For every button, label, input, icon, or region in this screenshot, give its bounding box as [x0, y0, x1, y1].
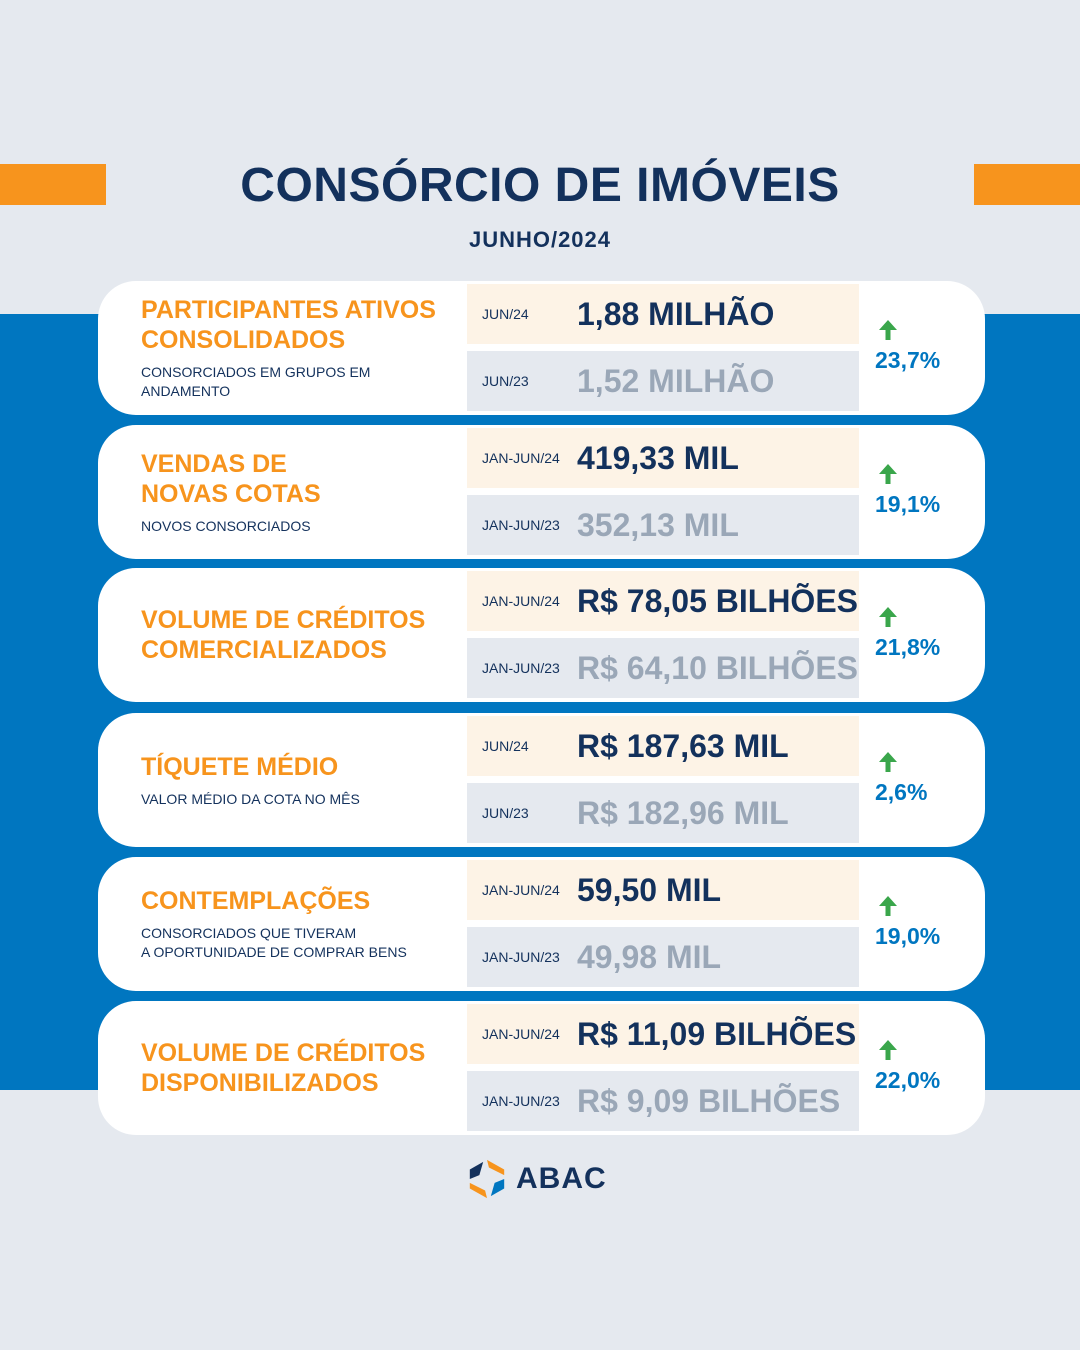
growth-percent: 22,0%	[875, 1067, 941, 1093]
arrow-up-icon	[879, 896, 897, 916]
accent-bar-right	[974, 164, 1080, 205]
previous-period-row: JAN-JUN/23 R$ 9,09 BILHÕES	[467, 1071, 859, 1131]
stat-card-participantes: PARTICIPANTES ATIVOS CONSOLIDADOS CONSOR…	[98, 281, 985, 415]
card-subtitle: NOVOS CONSORCIADOS	[141, 517, 311, 534]
period-label: JAN-JUN/24	[482, 450, 560, 466]
current-value: R$ 187,63 MIL	[577, 728, 789, 764]
previous-value: 49,98 MIL	[577, 939, 722, 975]
growth-percent: 19,0%	[875, 923, 941, 949]
previous-value: R$ 64,10 BILHÕES	[577, 650, 858, 686]
page-title: CONSÓRCIO DE IMÓVEIS	[240, 159, 840, 212]
footer-logo: ABAC	[466, 1157, 607, 1201]
logo-text: ABAC	[516, 1162, 607, 1195]
period-label: JAN-JUN/24	[482, 593, 560, 609]
previous-period-row: JAN-JUN/23 49,98 MIL	[467, 927, 859, 987]
current-period-row: JAN-JUN/24 59,50 MIL	[467, 860, 859, 920]
period-label: JUN/23	[482, 805, 529, 821]
growth-percent: 21,8%	[875, 634, 941, 660]
accent-bar-left	[0, 164, 106, 205]
card-label-block: VENDAS DE NOVAS COTAS NOVOS CONSORCIADOS	[141, 425, 461, 559]
period-label: JAN-JUN/24	[482, 1026, 560, 1042]
card-subtitle: VALOR MÉDIO DA COTA NO MÊS	[141, 790, 360, 807]
current-value: 419,33 MIL	[577, 440, 739, 476]
period-label: JUN/24	[482, 306, 529, 322]
card-label-block: PARTICIPANTES ATIVOS CONSOLIDADOS CONSOR…	[141, 281, 461, 415]
growth-indicator: 19,1%	[875, 463, 975, 518]
arrow-up-icon	[879, 320, 897, 340]
previous-value: 352,13 MIL	[577, 507, 739, 543]
stat-card-creditos-comercializados: VOLUME DE CRÉDITOS COMERCIALIZADOS JAN-J…	[98, 568, 985, 702]
current-value: R$ 78,05 BILHÕES	[577, 583, 858, 619]
period-label: JUN/23	[482, 373, 529, 389]
period-label: JAN-JUN/23	[482, 660, 560, 676]
growth-indicator: 2,6%	[875, 751, 975, 806]
arrow-up-icon	[879, 464, 897, 484]
card-title: TÍQUETE MÉDIO	[141, 752, 339, 781]
growth-percent: 19,1%	[875, 491, 941, 517]
previous-value: 1,52 MILHÃO	[577, 363, 775, 399]
card-title: PARTICIPANTES ATIVOS CONSOLIDADOS	[141, 296, 436, 354]
growth-indicator: 23,7%	[875, 319, 975, 374]
growth-indicator: 21,8%	[875, 606, 975, 661]
previous-value: R$ 9,09 BILHÕES	[577, 1083, 841, 1119]
current-period-row: JAN-JUN/24 419,33 MIL	[467, 428, 859, 488]
previous-period-row: JAN-JUN/23 R$ 64,10 BILHÕES	[467, 638, 859, 698]
page-subtitle: JUNHO/2024	[468, 227, 612, 252]
growth-indicator: 19,0%	[875, 895, 975, 950]
arrow-up-icon	[879, 752, 897, 772]
period-label: JAN-JUN/23	[482, 1093, 560, 1109]
current-period-row: JUN/24 1,88 MILHÃO	[467, 284, 859, 344]
card-title: VOLUME DE CRÉDITOS COMERCIALIZADOS	[141, 606, 426, 664]
card-label-block: VOLUME DE CRÉDITOS DISPONIBILIZADOS	[141, 1001, 461, 1135]
stat-card-creditos-disponibilizados: VOLUME DE CRÉDITOS DISPONIBILIZADOS JAN-…	[98, 1001, 985, 1135]
previous-period-row: JUN/23 R$ 182,96 MIL	[467, 783, 859, 843]
arrow-up-icon	[879, 607, 897, 627]
previous-period-row: JAN-JUN/23 352,13 MIL	[467, 495, 859, 555]
period-label: JAN-JUN/23	[482, 517, 560, 533]
current-period-row: JAN-JUN/24 R$ 11,09 BILHÕES	[467, 1004, 859, 1064]
card-title: CONTEMPLAÇÕES	[141, 887, 371, 915]
card-subtitle: CONSORCIADOS QUE TIVERAM A OPORTUNIDADE …	[141, 925, 407, 960]
card-label-block: TÍQUETE MÉDIO VALOR MÉDIO DA COTA NO MÊS	[141, 713, 461, 847]
current-period-row: JAN-JUN/24 R$ 78,05 BILHÕES	[467, 571, 859, 631]
growth-indicator: 22,0%	[875, 1039, 975, 1094]
previous-period-row: JUN/23 1,52 MILHÃO	[467, 351, 859, 411]
period-label: JAN-JUN/24	[482, 882, 560, 898]
card-subtitle: CONSORCIADOS EM GRUPOS EM ANDAMENTO	[141, 364, 371, 399]
current-value: R$ 11,09 BILHÕES	[577, 1016, 857, 1052]
current-value: 59,50 MIL	[577, 872, 722, 908]
arrow-up-icon	[879, 1040, 897, 1060]
stat-card-contemplacoes: CONTEMPLAÇÕES CONSORCIADOS QUE TIVERAM A…	[98, 857, 985, 991]
abac-logo-icon	[469, 1159, 505, 1199]
card-label-block: CONTEMPLAÇÕES CONSORCIADOS QUE TIVERAM A…	[141, 857, 461, 991]
stat-card-tiquete-medio: TÍQUETE MÉDIO VALOR MÉDIO DA COTA NO MÊS…	[98, 713, 985, 847]
growth-percent: 23,7%	[875, 347, 941, 373]
card-label-block: VOLUME DE CRÉDITOS COMERCIALIZADOS	[141, 568, 461, 702]
period-label: JAN-JUN/23	[482, 949, 560, 965]
previous-value: R$ 182,96 MIL	[577, 795, 789, 831]
current-value: 1,88 MILHÃO	[577, 296, 775, 332]
current-period-row: JUN/24 R$ 187,63 MIL	[467, 716, 859, 776]
stat-card-vendas: VENDAS DE NOVAS COTAS NOVOS CONSORCIADOS…	[98, 425, 985, 559]
card-title: VENDAS DE NOVAS COTAS	[141, 449, 321, 508]
card-title: VOLUME DE CRÉDITOS DISPONIBILIZADOS	[141, 1039, 426, 1097]
period-label: JUN/24	[482, 738, 529, 754]
growth-percent: 2,6%	[875, 779, 928, 805]
